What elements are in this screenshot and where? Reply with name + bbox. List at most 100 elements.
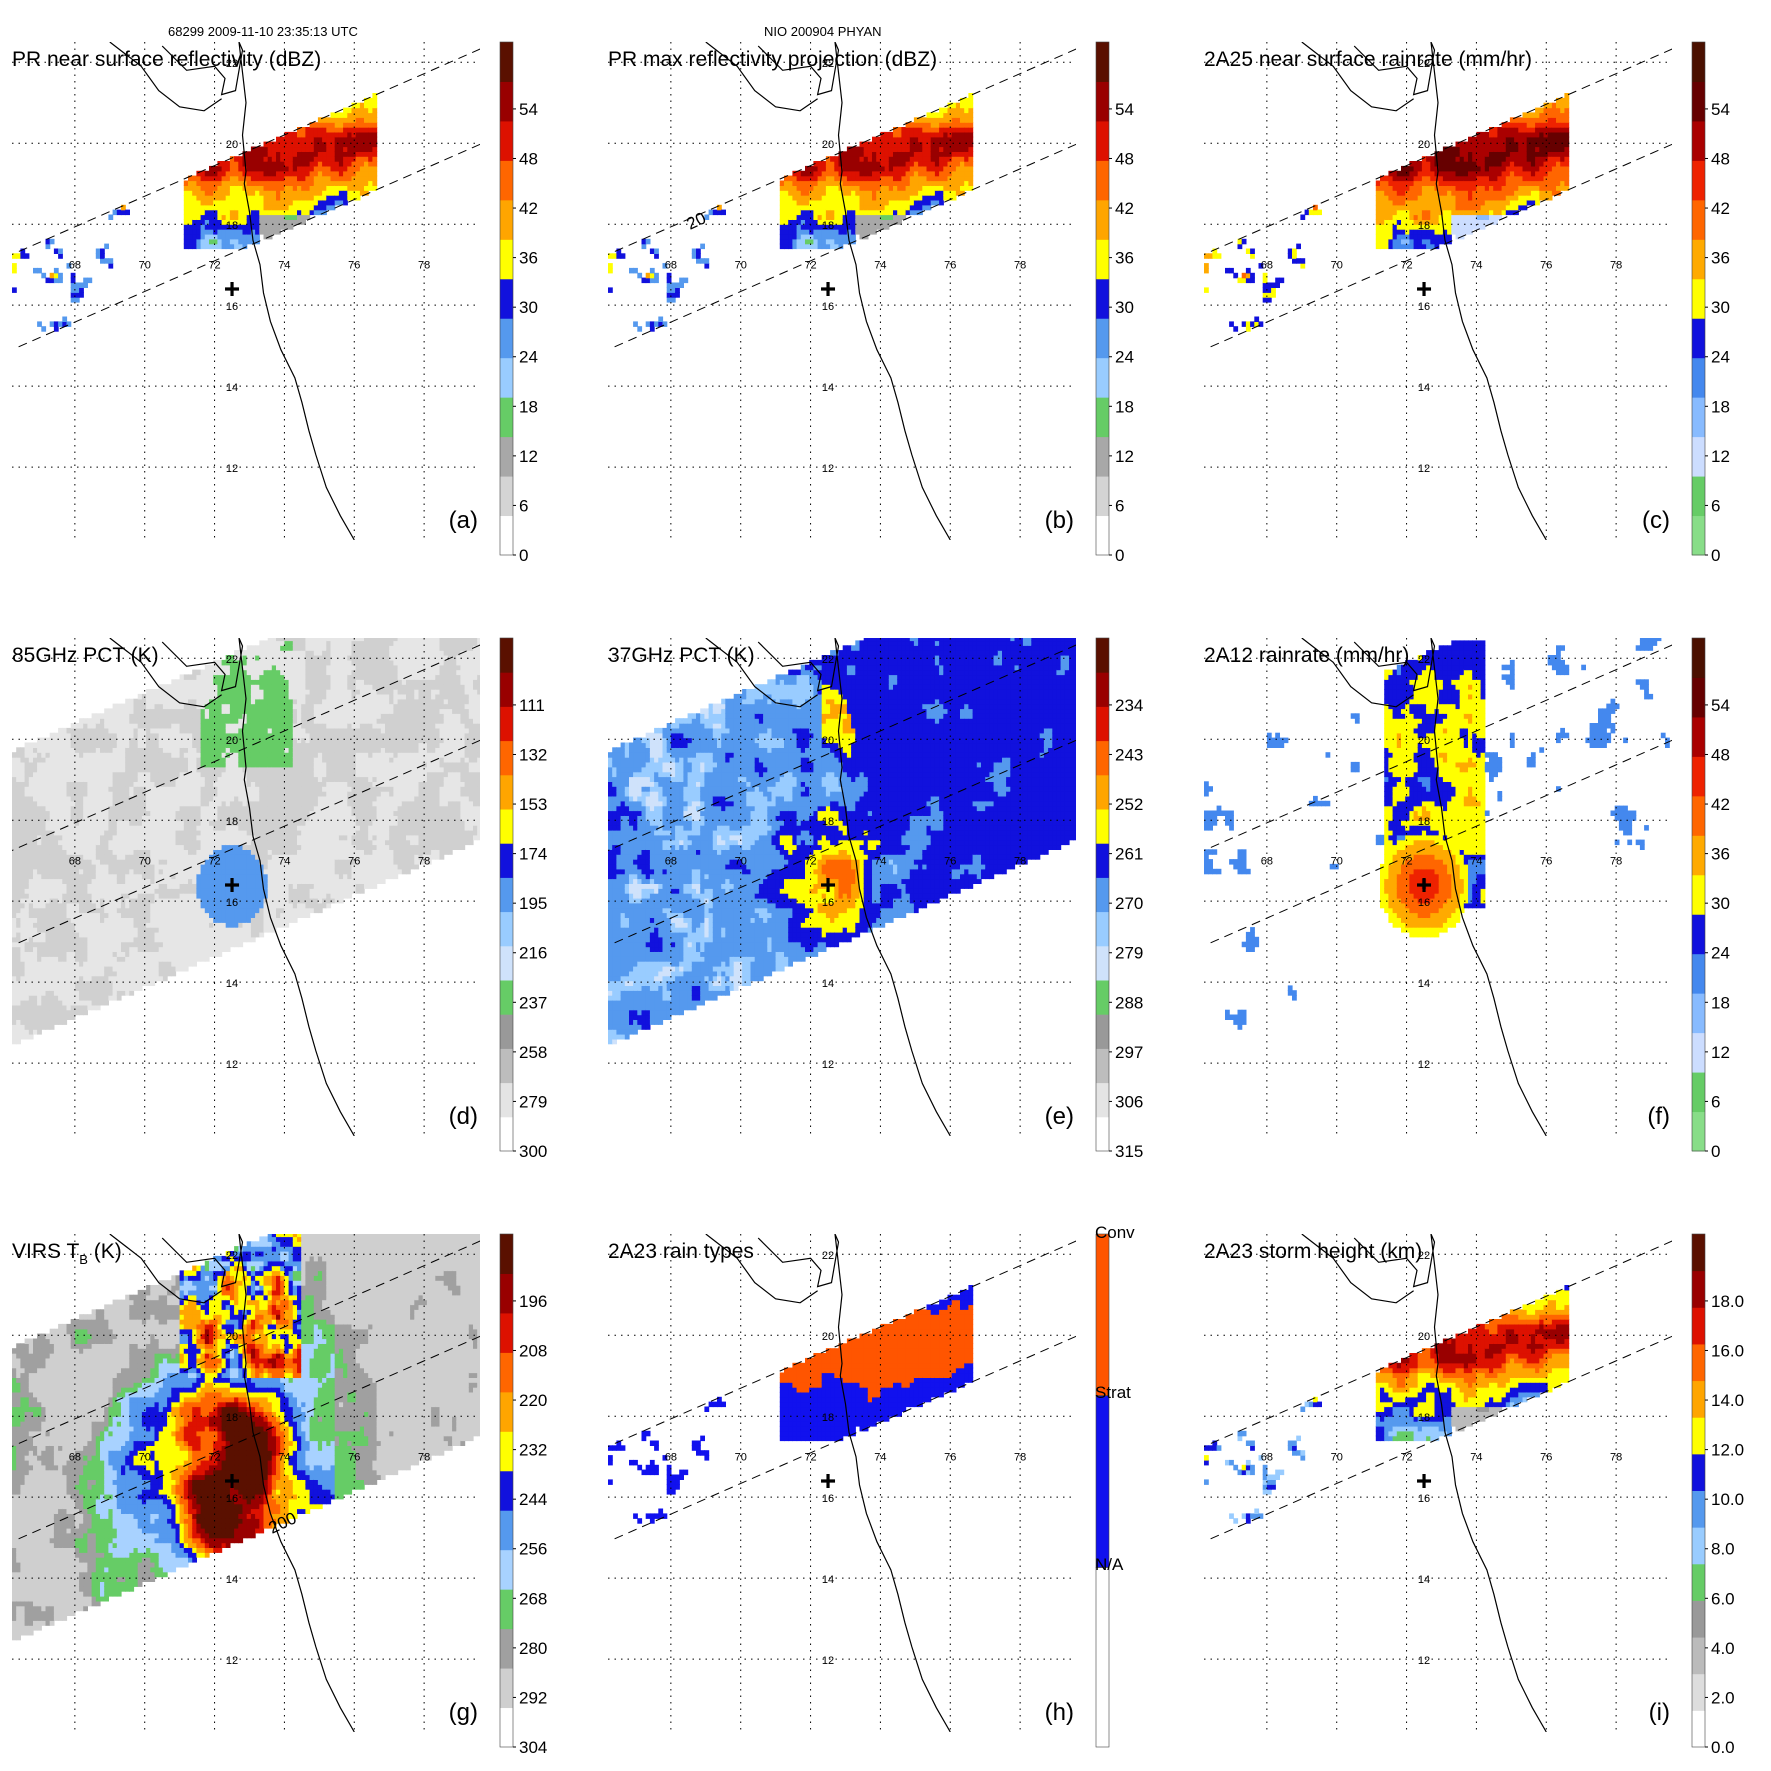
lat-tick-label: 18 (226, 220, 238, 232)
lat-tick-label: 14 (1418, 382, 1430, 394)
colorbar-segment (1096, 199, 1109, 240)
colorbar-tick-label: 6 (1711, 496, 1720, 515)
lat-tick-label: 14 (226, 1574, 238, 1586)
colorbar-tick-label: 315 (1115, 1142, 1143, 1161)
colorbar-segment (500, 1352, 513, 1393)
colorbar-tick-label: 8.0 (1711, 1540, 1735, 1559)
panel-h: 68 70 72 74 76 78 12 14 16 18 20 22 2A23 rain types (… (608, 1234, 1076, 1732)
panel-c-title: 2A25 near surface rainrate (mm/hr) (1204, 48, 1532, 71)
colorbar-segment (1692, 716, 1705, 757)
colorbar-tick-label: 30 (519, 298, 538, 317)
coastline-gujarat (1301, 1234, 1414, 1304)
coastline (1353, 638, 1547, 1136)
lon-tick-label: 72 (1400, 260, 1412, 272)
lon-tick-label: 68 (665, 1452, 677, 1464)
colorbar-tick-label: 18 (1711, 397, 1730, 416)
colorbar-segment (1096, 476, 1109, 517)
panel-h-title: 2A23 rain types (608, 1240, 754, 1263)
colorbar-segment (1692, 1111, 1705, 1152)
colorbar-segment (1096, 945, 1109, 981)
colorbar-segment (1692, 756, 1705, 797)
colorbar-segment (500, 1082, 513, 1118)
lon-tick-label: 76 (944, 856, 956, 868)
colorbar-segment (500, 740, 513, 776)
colorbar-tick-label: 36 (1711, 249, 1730, 268)
colorbar-tick-label: 24 (1711, 944, 1730, 963)
colorbar-tick-label: 279 (1115, 944, 1143, 963)
lat-tick-label: 16 (226, 897, 238, 909)
lon-tick-label: 72 (1400, 856, 1412, 868)
lat-tick-label: 22 (1418, 58, 1430, 70)
colorbar-tick-label: 30 (1711, 894, 1730, 913)
colorbar-tick-label: 6.0 (1711, 1589, 1735, 1608)
lat-tick-label: 12 (822, 1059, 834, 1071)
colorbar-frame (499, 41, 514, 556)
lon-tick-label: 72 (804, 856, 816, 868)
panel-d-title: 85GHz PCT (K) (12, 644, 159, 667)
colorbar-segment (1096, 42, 1109, 82)
coastline-gujarat (109, 1234, 222, 1304)
colorbar-segment (1692, 1032, 1705, 1073)
panel-c-grid (1204, 42, 1672, 540)
storm-center-marker (1417, 877, 1432, 892)
colorbar-segment (500, 357, 513, 398)
lon-tick-label: 78 (418, 1452, 430, 1464)
colorbar-tick-label: 18 (1711, 993, 1730, 1012)
panel-d-field: 68 70 72 74 76 78 12 14 16 18 20 22 (12, 638, 480, 1136)
colorbar-tick-label: 279 (519, 1092, 547, 1111)
panel-h-cells (608, 1285, 974, 1524)
lat-tick-label: 16 (226, 301, 238, 313)
colorbar-tick-label: 0 (519, 546, 528, 565)
colorbar-tick-label: 12 (519, 447, 538, 466)
colorbar-segment (1096, 877, 1109, 913)
lon-tick-label: 72 (208, 856, 220, 868)
colorbar-tick-label: 195 (519, 894, 547, 913)
colorbar-segment (1096, 672, 1109, 707)
colorbar-segment (500, 1014, 513, 1049)
colorbar-segment (1692, 874, 1705, 915)
colorbar-segment (500, 199, 513, 240)
storm-center-marker (225, 1473, 240, 1488)
lon-tick-label: 68 (69, 260, 81, 272)
lon-tick-label: 76 (348, 856, 360, 868)
lon-tick-label: 76 (1540, 1452, 1552, 1464)
colorbar-segment (500, 397, 513, 438)
coastline-gujarat (1301, 638, 1414, 708)
panel-e-cells (608, 638, 1076, 1045)
lon-tick-label: 70 (1331, 260, 1343, 272)
lon-tick-label: 70 (139, 1452, 151, 1464)
lat-tick-label: 20 (822, 139, 834, 151)
colorbar-tick-label: 244 (519, 1490, 547, 1509)
colorbar-segment (1692, 436, 1705, 477)
storm-center-marker (225, 281, 240, 296)
colorbar-tick-label: 270 (1115, 894, 1143, 913)
colorbar-tick-label: 42 (1711, 795, 1730, 814)
panel-g-label: (g) (449, 1699, 478, 1726)
lat-tick-label: 22 (822, 58, 834, 70)
colorbar-tick-label: 6 (1711, 1092, 1720, 1111)
colorbar-segment (500, 877, 513, 913)
colorbar-tick-label: 6 (1115, 496, 1124, 515)
colorbar-segment (500, 1273, 513, 1314)
lat-tick-label: 18 (1418, 1412, 1430, 1424)
lon-tick-label: 72 (804, 260, 816, 272)
panel-c-field: 68 70 72 74 76 78 12 14 16 18 20 22 (1204, 42, 1672, 540)
lon-tick-label: 70 (1331, 856, 1343, 868)
storm-center-marker (1417, 1473, 1432, 1488)
colorbar-tick-label: 234 (1115, 696, 1143, 715)
colorbar-segment (1692, 638, 1705, 678)
panel-e-field: 68 70 72 74 76 78 12 14 16 18 20 22 (608, 638, 1076, 1136)
panel-a-label: (a) (449, 507, 478, 534)
panel-f-title: 2A12 rainrate (mm/hr) (1204, 644, 1409, 667)
colorbar-segment (1692, 1527, 1705, 1565)
colorbar-frame (1095, 637, 1110, 1152)
lat-tick-label: 14 (822, 382, 834, 394)
colorbar-tick-label: 0 (1711, 1142, 1720, 1161)
panel-e-grid (608, 638, 1076, 1136)
colorbar-segment (1096, 1014, 1109, 1049)
lat-tick-label: 14 (226, 978, 238, 990)
lon-tick-label: 78 (418, 856, 430, 868)
